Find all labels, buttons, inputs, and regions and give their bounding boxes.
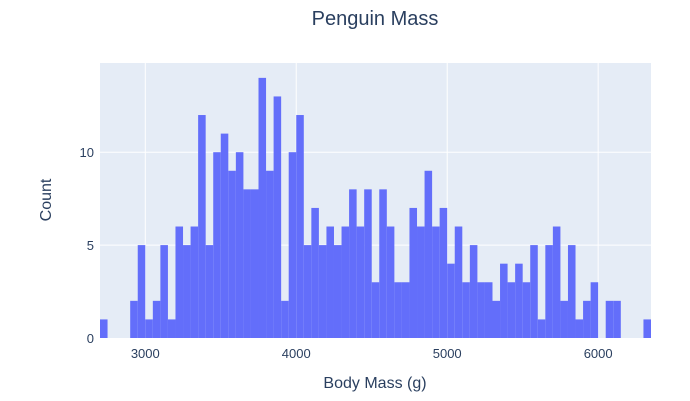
- histogram-bar: [220, 133, 229, 338]
- histogram-bar: [130, 300, 138, 338]
- histogram-bar: [454, 226, 463, 338]
- histogram-bar: [243, 189, 251, 338]
- histogram-bar: [560, 300, 568, 338]
- histogram-bar: [190, 226, 199, 338]
- histogram-bar: [198, 115, 206, 338]
- histogram-bar: [288, 152, 297, 338]
- histogram-bar: [394, 282, 402, 338]
- y-axis-ticks: 0 5 10: [80, 145, 94, 346]
- histogram-bar: [590, 282, 599, 338]
- x-tick-label: 4000: [282, 346, 311, 361]
- histogram-bar: [432, 226, 440, 338]
- histogram-bar: [100, 319, 108, 338]
- histogram-bar: [273, 96, 282, 338]
- histogram-bar: [152, 300, 161, 338]
- histogram-bar: [175, 226, 184, 338]
- histogram-bar: [500, 263, 508, 338]
- histogram-bar: [356, 226, 365, 338]
- x-tick-label: 3000: [131, 346, 160, 361]
- histogram-bar: [522, 282, 531, 338]
- histogram-bar: [379, 189, 387, 338]
- histogram-bar: [447, 263, 455, 338]
- y-tick-label: 10: [80, 145, 94, 160]
- histogram-bar: [311, 207, 319, 338]
- histogram-bar: [137, 245, 146, 338]
- histogram-bar: [371, 282, 380, 338]
- histogram-bar: [477, 282, 485, 338]
- histogram-bar: [484, 282, 493, 338]
- histogram-bar: [409, 207, 418, 338]
- histogram-bar: [530, 245, 538, 338]
- y-axis-label: Count: [38, 178, 55, 221]
- x-tick-label: 6000: [584, 346, 613, 361]
- histogram-bar: [303, 245, 312, 338]
- histogram-bar: [258, 77, 267, 338]
- histogram-bar: [266, 170, 274, 338]
- histogram-bar: [250, 189, 259, 338]
- histogram-bar: [326, 226, 334, 338]
- histogram-bar: [583, 300, 591, 338]
- chart-title: Penguin Mass: [312, 8, 439, 30]
- histogram-bar: [160, 245, 168, 338]
- histogram-bar: [281, 300, 289, 338]
- histogram-bar: [167, 319, 176, 338]
- histogram-bar: [613, 300, 621, 338]
- histogram-bar: [462, 282, 470, 338]
- histogram-bar: [545, 245, 553, 338]
- histogram-bar: [349, 189, 357, 338]
- histogram-bar: [213, 152, 221, 338]
- histogram-bar: [507, 282, 516, 338]
- bars: [100, 77, 651, 338]
- histogram-bar: [228, 170, 236, 338]
- histogram-bar: [296, 115, 304, 338]
- histogram-bar: [643, 319, 651, 338]
- y-tick-label: 5: [87, 238, 94, 253]
- histogram-bar: [537, 319, 546, 338]
- histogram-bar: [492, 300, 501, 338]
- x-axis-label: Body Mass (g): [323, 375, 426, 392]
- histogram-bar: [417, 226, 425, 338]
- histogram-bar: [235, 152, 244, 338]
- histogram-bar: [515, 263, 523, 338]
- histogram-bar: [318, 245, 327, 338]
- histogram-bar: [205, 245, 214, 338]
- histogram-bar: [469, 245, 478, 338]
- histogram-bar: [364, 189, 372, 338]
- histogram-bar: [145, 319, 153, 338]
- histogram-bar: [341, 226, 350, 338]
- histogram-bar: [424, 170, 433, 338]
- histogram-bar: [575, 319, 584, 338]
- histogram-bar: [605, 300, 614, 338]
- x-axis-ticks: 3000 4000 5000 6000: [131, 346, 613, 361]
- y-tick-label: 0: [87, 331, 94, 346]
- histogram-bar: [439, 207, 448, 338]
- histogram-bar: [386, 226, 395, 338]
- histogram-bar: [183, 245, 191, 338]
- histogram-bar: [552, 226, 561, 338]
- histogram-bar: [333, 245, 342, 338]
- histogram-bar: [401, 282, 410, 338]
- x-tick-label: 5000: [433, 346, 462, 361]
- histogram-bar: [567, 245, 576, 338]
